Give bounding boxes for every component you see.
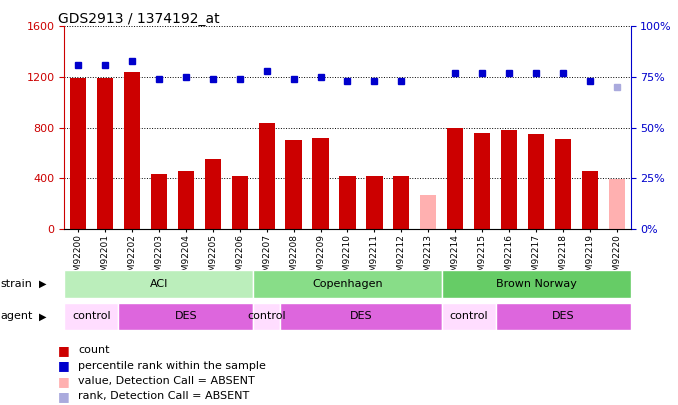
- Bar: [119, 303, 253, 330]
- Text: DES: DES: [174, 311, 197, 321]
- Bar: [366, 176, 382, 229]
- Bar: [501, 130, 517, 229]
- Bar: [528, 134, 544, 229]
- Text: DES: DES: [552, 311, 574, 321]
- Bar: [442, 270, 631, 298]
- Text: value, Detection Call = ABSENT: value, Detection Call = ABSENT: [78, 376, 255, 386]
- Text: ACI: ACI: [150, 279, 168, 289]
- Text: percentile rank within the sample: percentile rank within the sample: [78, 361, 266, 371]
- Bar: [151, 175, 167, 229]
- Text: strain: strain: [1, 279, 33, 289]
- Text: ▶: ▶: [39, 279, 47, 289]
- Text: ■: ■: [58, 344, 69, 357]
- Bar: [97, 78, 113, 229]
- Bar: [313, 138, 329, 229]
- Bar: [64, 270, 253, 298]
- Bar: [70, 78, 86, 229]
- Text: ■: ■: [58, 390, 69, 403]
- Bar: [285, 140, 302, 229]
- Bar: [178, 171, 194, 229]
- Bar: [258, 122, 275, 229]
- Text: agent: agent: [1, 311, 33, 321]
- Text: count: count: [78, 345, 109, 355]
- Text: Brown Norway: Brown Norway: [496, 279, 576, 289]
- Bar: [474, 133, 490, 229]
- Bar: [64, 303, 119, 330]
- Bar: [253, 303, 280, 330]
- Bar: [496, 303, 631, 330]
- Text: ■: ■: [58, 359, 69, 372]
- Bar: [609, 179, 625, 229]
- Text: ■: ■: [58, 375, 69, 388]
- Bar: [555, 139, 572, 229]
- Text: ▶: ▶: [39, 311, 47, 321]
- Bar: [582, 171, 598, 229]
- Text: Copenhagen: Copenhagen: [312, 279, 383, 289]
- Bar: [280, 303, 442, 330]
- Text: control: control: [450, 311, 488, 321]
- Text: DES: DES: [350, 311, 372, 321]
- Bar: [232, 176, 247, 229]
- Bar: [420, 195, 437, 229]
- Bar: [340, 176, 355, 229]
- Text: control: control: [72, 311, 111, 321]
- Text: GDS2913 / 1374192_at: GDS2913 / 1374192_at: [58, 12, 219, 26]
- Bar: [393, 176, 410, 229]
- Bar: [123, 72, 140, 229]
- Bar: [205, 159, 221, 229]
- Text: rank, Detection Call = ABSENT: rank, Detection Call = ABSENT: [78, 392, 250, 401]
- Bar: [442, 303, 496, 330]
- Bar: [253, 270, 442, 298]
- Bar: [447, 128, 463, 229]
- Text: control: control: [247, 311, 286, 321]
